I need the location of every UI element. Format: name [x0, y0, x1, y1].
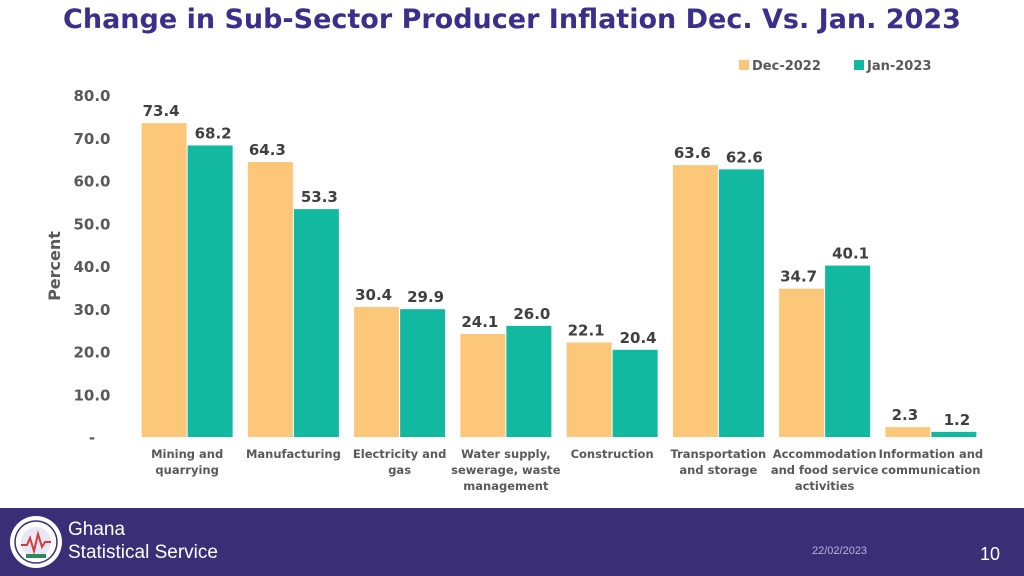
- org-name-line2: Statistical Service: [68, 542, 218, 563]
- data-label: 53.3: [301, 188, 338, 206]
- ghana-statistical-service-logo-icon: [10, 516, 62, 568]
- legend-swatch: [854, 60, 864, 70]
- data-label: 2.3: [892, 406, 919, 424]
- slide-date: 22/02/2023: [812, 545, 868, 557]
- bar: [672, 165, 718, 438]
- bar: [612, 349, 658, 437]
- bar: [825, 265, 871, 437]
- data-label: 29.9: [407, 288, 444, 306]
- x-tick-label: quarrying: [155, 463, 218, 477]
- y-tick-label: 50.0: [73, 215, 110, 233]
- page-number: 10: [980, 544, 1001, 564]
- chart-title: Change in Sub-Sector Producer Inflation …: [63, 4, 961, 35]
- x-tick-label: Information and: [879, 447, 984, 461]
- data-label: 40.1: [832, 245, 869, 263]
- data-label: 62.6: [726, 148, 763, 166]
- x-tick-label: communication: [881, 463, 980, 477]
- x-tick-label: and storage: [679, 463, 757, 477]
- data-label: 30.4: [355, 286, 392, 304]
- x-tick-label: sewerage, waste: [451, 463, 561, 477]
- data-label: 22.1: [568, 322, 605, 340]
- bar: [293, 209, 339, 437]
- y-tick-label: 40.0: [73, 258, 110, 276]
- bar: [247, 162, 293, 437]
- legend-label: Jan-2023: [866, 59, 931, 74]
- x-tick-label: Transportation: [671, 447, 767, 461]
- x-tick-label: gas: [388, 463, 411, 477]
- y-axis-title: Percent: [45, 231, 64, 301]
- data-label: 64.3: [249, 141, 286, 159]
- y-tick-label: -: [89, 429, 95, 447]
- bar: [779, 288, 825, 437]
- x-tick-label: Construction: [571, 447, 654, 461]
- bar: [187, 145, 233, 437]
- legend-swatch: [739, 60, 749, 70]
- x-tick-label: Electricity and: [353, 447, 446, 461]
- y-tick-label: 60.0: [73, 173, 110, 191]
- bar: [354, 307, 400, 437]
- data-label: 26.0: [513, 305, 550, 323]
- bar: [141, 123, 187, 437]
- data-label: 63.6: [674, 144, 711, 162]
- bar: [885, 427, 931, 437]
- data-label: 34.7: [780, 268, 817, 286]
- data-label: 1.2: [944, 411, 971, 429]
- footer-bar: Ghana Statistical Service 22/02/2023 10: [0, 508, 1024, 576]
- x-tick-label: Mining and: [151, 447, 223, 461]
- y-tick-label: 20.0: [73, 344, 110, 362]
- bar: [400, 309, 446, 437]
- organization-name: Ghana Statistical Service: [68, 518, 218, 564]
- x-tick-label: activities: [795, 479, 855, 493]
- data-label: 68.2: [195, 124, 232, 142]
- org-name-line1: Ghana: [68, 519, 126, 540]
- y-tick-label: 30.0: [73, 301, 110, 319]
- bar: [931, 431, 977, 437]
- y-tick-label: 80.0: [73, 87, 110, 105]
- y-tick-label: 70.0: [73, 130, 110, 148]
- x-tick-label: Accommodation: [773, 447, 877, 461]
- x-tick-label: Water supply,: [461, 447, 550, 461]
- legend-label: Dec-2022: [752, 59, 821, 74]
- x-tick-label: Manufacturing: [246, 447, 341, 461]
- bar: [566, 342, 612, 437]
- bar-chart: - 10.0 20.0 30.0 40.0 50.0 60.0 70.0 80.0 Percent…: [45, 59, 984, 493]
- x-tick-label: management: [463, 479, 549, 493]
- bar: [506, 325, 552, 437]
- data-label: 24.1: [461, 313, 498, 331]
- y-tick-label: 10.0: [73, 386, 110, 404]
- bar: [460, 333, 506, 437]
- x-tick-label: and food service: [771, 463, 879, 477]
- data-label: 73.4: [143, 102, 180, 120]
- bar: [718, 169, 764, 437]
- data-label: 20.4: [620, 329, 657, 347]
